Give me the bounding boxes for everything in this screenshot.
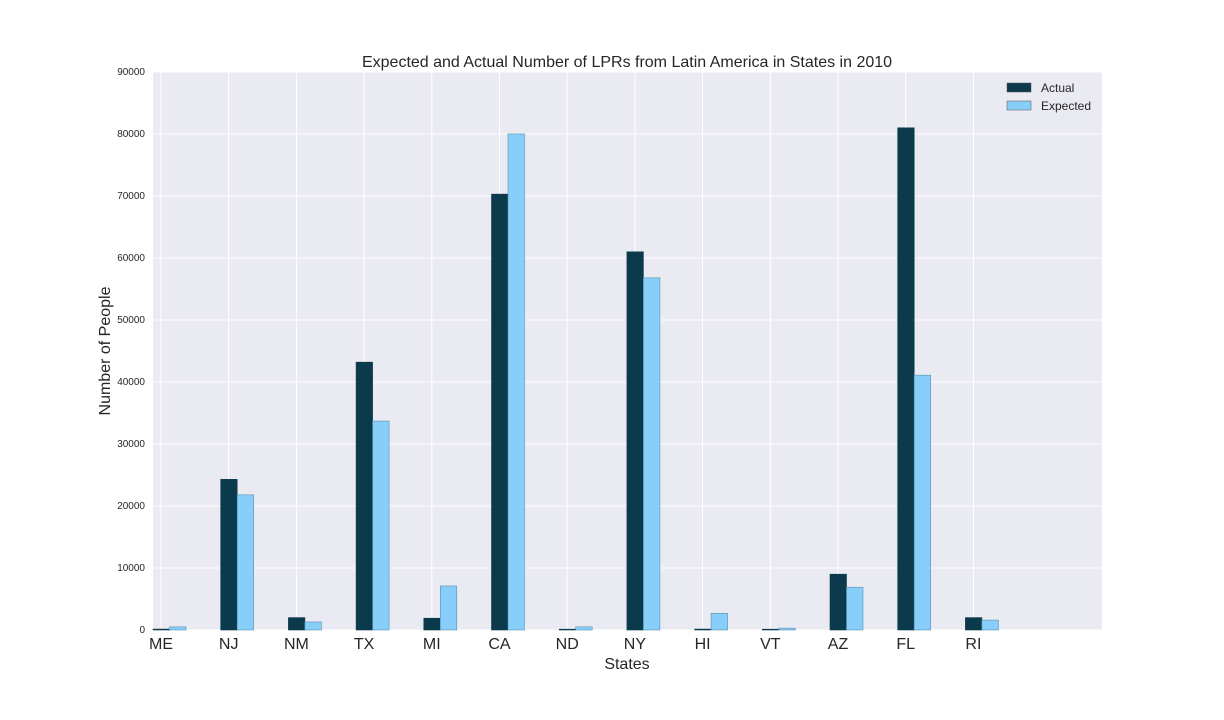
bar-actual-fl xyxy=(897,127,915,631)
y-tick-label: 20000 xyxy=(117,501,145,512)
bar-actual-me xyxy=(152,628,170,631)
x-tick-label: MI xyxy=(423,636,441,653)
y-tick-label: 0 xyxy=(139,625,145,636)
bar-actual-az xyxy=(829,573,847,631)
y-tick-labels: 0 10000 20000 30000 40000 50000 60000 70000 8000… xyxy=(117,67,145,636)
y-tick-label: 90000 xyxy=(117,67,145,78)
bar-actual-mi xyxy=(423,617,441,631)
legend: Actual Expected xyxy=(1006,81,1091,113)
x-tick-label: ND xyxy=(556,636,579,653)
bar-actual-nm xyxy=(288,617,306,631)
bar-actual-ny xyxy=(626,251,644,631)
x-tick-label: NJ xyxy=(219,636,239,653)
bar-expected-me xyxy=(169,626,187,631)
bar-expected-nd xyxy=(575,626,593,631)
bar-expected-ny xyxy=(643,277,661,631)
bar-expected-nj xyxy=(236,494,254,631)
bar-expected-az xyxy=(846,586,864,631)
x-tick-label: HI xyxy=(695,636,711,653)
y-tick-label: 80000 xyxy=(117,129,145,140)
x-tick-label: CA xyxy=(488,636,511,653)
bar-expected-mi xyxy=(439,585,458,631)
bar-actual-ri xyxy=(965,617,983,631)
bar-expected-ca xyxy=(507,133,525,631)
legend-label-expected: Expected xyxy=(1041,99,1091,113)
x-axis-label: States xyxy=(604,656,649,673)
bar-expected-tx xyxy=(372,420,390,631)
x-tick-label: FL xyxy=(896,636,915,653)
y-tick-label: 70000 xyxy=(117,191,145,202)
legend-swatch-expected xyxy=(1006,100,1032,111)
bar-expected-hi xyxy=(710,612,728,631)
y-axis-label: Number of People xyxy=(97,286,114,415)
y-tick-label: 50000 xyxy=(117,315,145,326)
x-tick-labels: ME NJ NM TX MI CA ND NY HI VT AZ FL RI xyxy=(149,636,981,653)
x-tick-label: RI xyxy=(965,636,981,653)
y-tick-label: 40000 xyxy=(117,377,145,388)
bar-expected-vt xyxy=(778,627,796,631)
bar-expected-ri xyxy=(981,619,999,631)
x-tick-label: NM xyxy=(284,636,309,653)
bar-expected-fl xyxy=(913,374,932,631)
legend-swatch-actual xyxy=(1006,82,1032,93)
bar-actual-tx xyxy=(355,361,373,631)
bar-actual-vt xyxy=(761,628,780,631)
bar-actual-nd xyxy=(558,628,577,631)
x-tick-label: AZ xyxy=(828,636,849,653)
y-tick-label: 30000 xyxy=(117,439,145,450)
x-tick-label: ME xyxy=(149,636,173,653)
y-tick-label: 10000 xyxy=(117,563,145,574)
y-tick-label: 60000 xyxy=(117,253,145,264)
bar-actual-hi xyxy=(694,628,712,631)
bar-actual-nj xyxy=(220,479,238,631)
bar-expected-nm xyxy=(304,621,322,631)
legend-label-actual: Actual xyxy=(1041,81,1074,95)
bars xyxy=(152,127,999,631)
chart-title: Expected and Actual Number of LPRs from … xyxy=(362,54,892,71)
bar-actual-ca xyxy=(491,193,509,631)
x-tick-label: TX xyxy=(354,636,375,653)
x-tick-label: VT xyxy=(760,636,781,653)
x-tick-label: NY xyxy=(624,636,647,653)
